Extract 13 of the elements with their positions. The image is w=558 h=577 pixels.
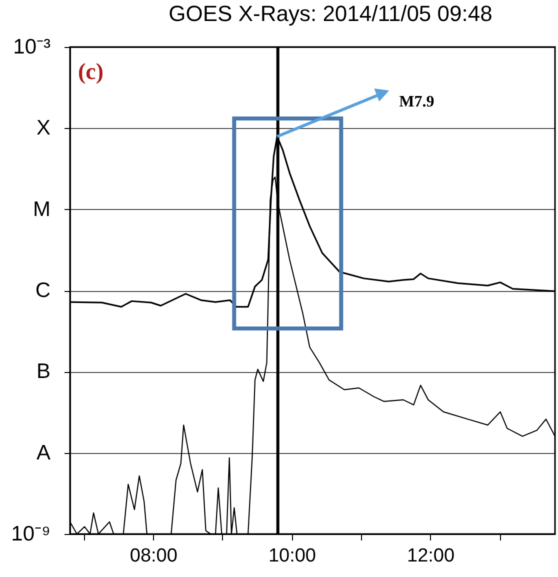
annotation: M7.9	[399, 93, 434, 110]
y-tick-label: X	[36, 116, 50, 140]
y-tick-label: A	[36, 441, 50, 464]
chart-title: GOES X-Rays: 2014/11/05 09:48	[168, 1, 492, 26]
y-tick-label: B	[36, 360, 50, 384]
y-tick-label: C	[35, 279, 50, 302]
y-tick-label: 10⁻⁹	[11, 522, 50, 546]
x-tick-label: 08:00	[130, 546, 178, 566]
y-tick-label: 10⁻³	[13, 36, 50, 58]
x-tick-label: 12:00	[407, 546, 455, 566]
y-tick-label: M	[33, 198, 50, 221]
x-tick-label: 10:00	[268, 546, 316, 566]
annotation: (c)	[78, 59, 104, 84]
